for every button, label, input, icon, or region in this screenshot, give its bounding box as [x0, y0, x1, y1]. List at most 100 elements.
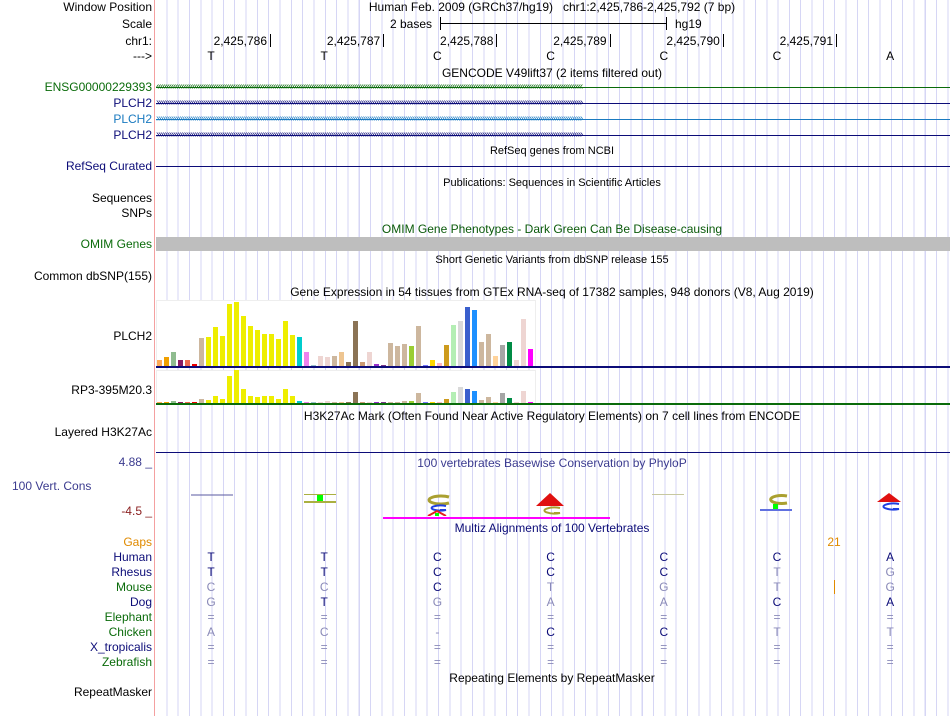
species-label[interactable]: Human: [113, 550, 152, 564]
gencode-title[interactable]: GENCODE V49lift37 (2 items filtered out): [441, 66, 663, 80]
publications-title[interactable]: Publications: Sequences in Scientific Ar…: [443, 177, 661, 189]
gtex-bar-plch2-21[interactable]: [304, 352, 309, 366]
gtex-bar-plch2-34[interactable]: [395, 346, 400, 366]
repeatmasker-label[interactable]: RepeatMasker: [73, 685, 152, 699]
gene-label[interactable]: PLCH2: [113, 128, 152, 142]
gtex-bar-plch2-47[interactable]: [486, 334, 491, 366]
gtex-bar-plch2-46[interactable]: [479, 342, 484, 366]
refseq-label[interactable]: RefSeq Curated: [65, 159, 152, 173]
gtex-bar-plch2-31[interactable]: [374, 364, 379, 366]
gtex-bar-rp3-395m20.3-8[interactable]: [213, 396, 218, 403]
gtex-bar-plch2-14[interactable]: [255, 329, 260, 366]
gtex-bar-plch2-11[interactable]: [234, 302, 239, 366]
gtex-bar-rp3-395m20.3-10[interactable]: [227, 376, 232, 403]
gtex-bar-plch2-23[interactable]: [318, 356, 323, 366]
gtex-bar-plch2-8[interactable]: [213, 326, 218, 366]
gtex-bar-rp3-395m20.3-24[interactable]: [325, 401, 330, 403]
gtex-bar-rp3-395m20.3-49[interactable]: [500, 393, 505, 403]
gene-track-arrows[interactable]: ››››››››››››››››››››››››››››››››››››››››…: [156, 128, 950, 142]
gtex-bar-plch2-7[interactable]: [206, 337, 211, 366]
gtex-bar-plch2-33[interactable]: [388, 343, 393, 366]
gtex-bar-rp3-395m20.3-26[interactable]: [339, 402, 344, 403]
gtex-bar-rp3-395m20.3-37[interactable]: [416, 393, 421, 403]
gtex-bar-rp3-395m20.3-21[interactable]: [304, 402, 309, 403]
gtex-bar-plch2-38[interactable]: [423, 365, 428, 366]
gtex-bar-rp3-395m20.3-52[interactable]: [521, 391, 526, 403]
gtex-bar-rp3-395m20.3-6[interactable]: [199, 399, 204, 403]
gtex-bar-plch2-15[interactable]: [262, 333, 267, 366]
gtex-bar-plch2-5[interactable]: [192, 364, 197, 366]
gtex-bar-rp3-395m20.3-2[interactable]: [171, 401, 176, 403]
gtex-gene-rp3[interactable]: RP3-395M20.3: [71, 383, 152, 397]
gtex-bar-plch2-16[interactable]: [269, 334, 274, 366]
h3k27ac-label[interactable]: Layered H3K27Ac: [54, 425, 152, 439]
gtex-bar-rp3-395m20.3-3[interactable]: [178, 402, 183, 403]
gtex-bar-plch2-6[interactable]: [199, 338, 204, 366]
species-label[interactable]: Elephant: [104, 610, 152, 624]
omim-title[interactable]: OMIM Gene Phenotypes - Dark Green Can Be…: [381, 222, 723, 236]
gtex-bar-plch2-22[interactable]: [311, 365, 316, 366]
gtex-bar-plch2-43[interactable]: [458, 320, 463, 366]
gtex-bar-plch2-41[interactable]: [444, 345, 449, 366]
gtex-bar-plch2-9[interactable]: [220, 336, 225, 366]
gtex-bar-rp3-395m20.3-27[interactable]: [346, 402, 351, 403]
phylop-label[interactable]: 100 Vert. Cons: [12, 479, 92, 493]
gtex-bar-rp3-395m20.3-30[interactable]: [367, 402, 372, 403]
gtex-bar-plch2-13[interactable]: [248, 325, 253, 366]
gtex-bar-plch2-36[interactable]: [409, 346, 414, 366]
multiz-title[interactable]: Multiz Alignments of 100 Vertebrates: [454, 521, 650, 535]
species-label[interactable]: X_tropicalis: [89, 640, 152, 654]
gtex-bar-plch2-26[interactable]: [339, 352, 344, 366]
refseq-track-line[interactable]: [156, 166, 950, 167]
gtex-bar-rp3-395m20.3-17[interactable]: [276, 399, 281, 403]
gtex-bar-plch2-44[interactable]: [465, 306, 470, 366]
gtex-bar-rp3-395m20.3-47[interactable]: [486, 397, 491, 403]
gtex-bar-plch2-29[interactable]: [360, 362, 365, 366]
gtex-bar-rp3-395m20.3-25[interactable]: [332, 402, 337, 403]
gtex-bar-rp3-395m20.3-31[interactable]: [374, 402, 379, 403]
gtex-bar-rp3-395m20.3-7[interactable]: [206, 400, 211, 403]
gtex-bar-rp3-395m20.3-20[interactable]: [297, 401, 302, 403]
gtex-bar-rp3-395m20.3-38[interactable]: [423, 402, 428, 403]
gtex-bar-plch2-32[interactable]: [381, 365, 386, 366]
gtex-bar-rp3-395m20.3-14[interactable]: [255, 397, 260, 403]
gtex-bar-rp3-395m20.3-29[interactable]: [360, 402, 365, 403]
gtex-bar-plch2-39[interactable]: [430, 360, 435, 366]
gaps-label[interactable]: Gaps: [123, 535, 152, 549]
gtex-bar-plch2-3[interactable]: [178, 360, 183, 366]
gene-label[interactable]: ENSG00000229393: [44, 80, 152, 94]
gtex-bar-rp3-395m20.3-35[interactable]: [402, 401, 407, 403]
sequences-label[interactable]: Sequences: [91, 191, 152, 205]
gtex-bar-plch2-4[interactable]: [185, 360, 190, 366]
refseq-title[interactable]: RefSeq genes from NCBI: [489, 145, 615, 157]
gtex-bar-rp3-395m20.3-50[interactable]: [507, 398, 512, 403]
gtex-bar-rp3-395m20.3-22[interactable]: [311, 402, 316, 403]
gene-label[interactable]: PLCH2: [113, 96, 152, 110]
gtex-bar-rp3-395m20.3-19[interactable]: [290, 396, 295, 403]
gtex-bar-rp3-395m20.3-44[interactable]: [465, 389, 470, 403]
gtex-bar-rp3-395m20.3-12[interactable]: [241, 389, 246, 403]
gtex-bar-plch2-0[interactable]: [157, 360, 162, 366]
gtex-bar-plch2-27[interactable]: [346, 362, 351, 366]
h3k27ac-title[interactable]: H3K27Ac Mark (Often Found Near Active Re…: [303, 409, 801, 423]
gtex-bar-rp3-395m20.3-45[interactable]: [472, 391, 477, 403]
gtex-bar-rp3-395m20.3-15[interactable]: [262, 396, 267, 403]
gtex-bar-rp3-395m20.3-18[interactable]: [283, 389, 288, 403]
gtex-bar-plch2-12[interactable]: [241, 315, 246, 366]
gtex-bar-plch2-37[interactable]: [416, 325, 421, 366]
gene-track-arrows[interactable]: ››››››››››››››››››››››››››››››››››››››››…: [156, 112, 950, 126]
gtex-bar-plch2-19[interactable]: [290, 335, 295, 366]
gtex-bar-plch2-2[interactable]: [171, 352, 176, 366]
gtex-bar-rp3-395m20.3-41[interactable]: [444, 399, 449, 403]
phylop-title[interactable]: 100 vertebrates Basewise Conservation by…: [417, 456, 687, 470]
gtex-bar-plch2-51[interactable]: [514, 360, 519, 366]
gtex-bar-rp3-395m20.3-0[interactable]: [157, 402, 162, 403]
gtex-bar-plch2-1[interactable]: [164, 357, 169, 366]
omim-label[interactable]: OMIM Genes: [80, 237, 152, 251]
gtex-bar-plch2-20[interactable]: [297, 337, 302, 366]
gtex-bar-plch2-53[interactable]: [528, 349, 533, 366]
gtex-bar-plch2-35[interactable]: [402, 344, 407, 366]
gtex-bar-rp3-395m20.3-34[interactable]: [395, 402, 400, 403]
species-label[interactable]: Mouse: [115, 580, 152, 594]
gtex-bar-plch2-50[interactable]: [507, 342, 512, 366]
